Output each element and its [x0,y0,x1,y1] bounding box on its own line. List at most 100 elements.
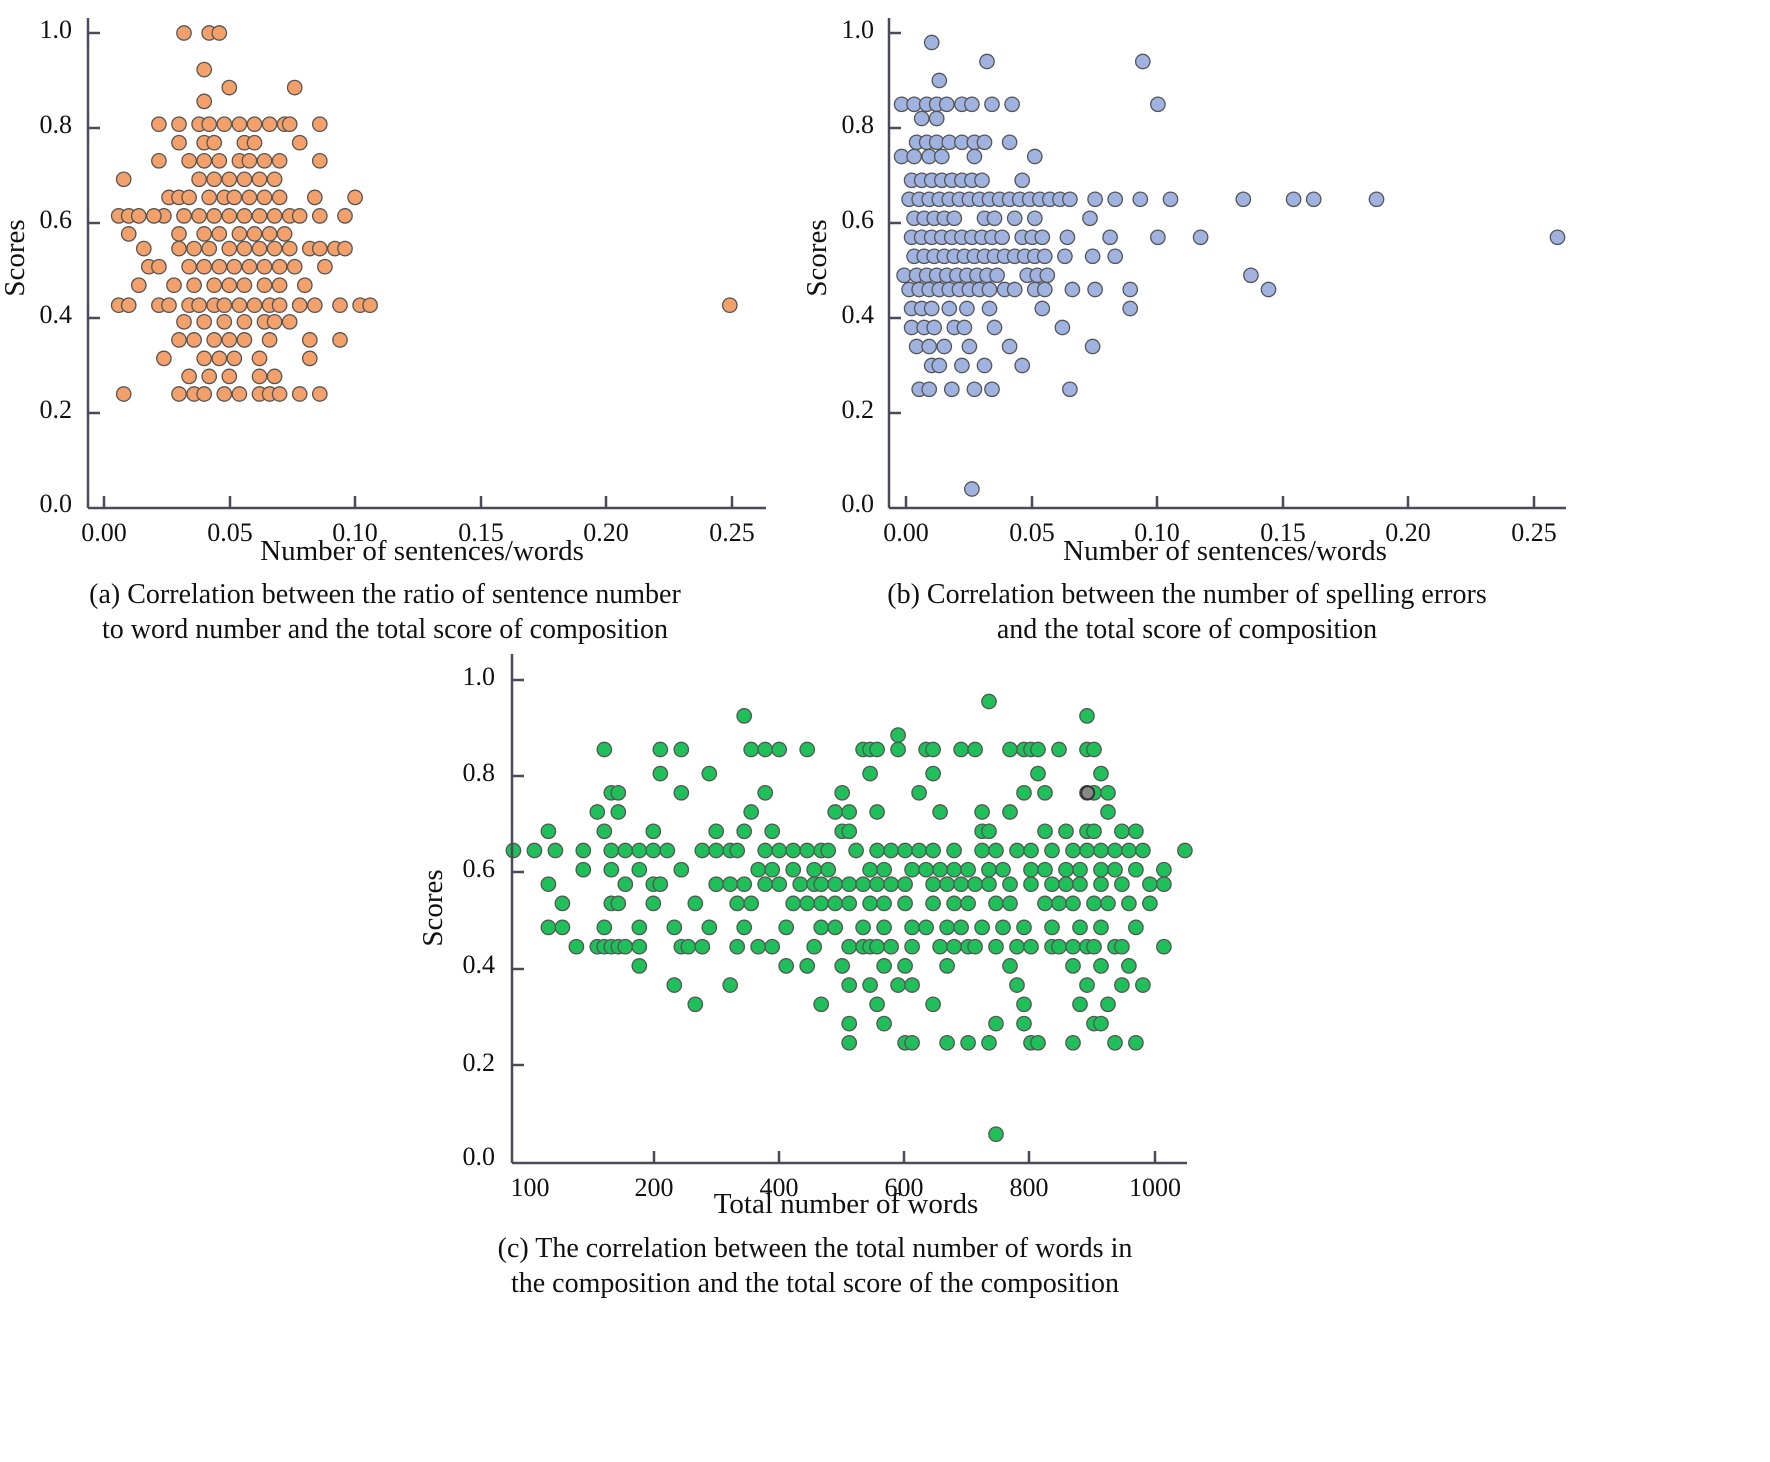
panel-a-x-axis-title: Number of sentences/words [260,535,584,567]
scatter-point [995,919,1011,936]
scatter-point [206,134,223,151]
scatter-point [736,708,753,724]
scatter-point [757,784,774,801]
scatter-point [960,1034,976,1051]
scatter-point [897,876,913,893]
panel-b-x-tick-label: 0.05 [1009,518,1055,547]
scatter-point [988,938,1004,955]
scatter-point [1122,300,1139,317]
scatter-point [913,110,930,127]
scatter-point [266,313,283,330]
scatter-point [946,938,962,955]
scatter-point [904,977,920,993]
scatter-point [1142,895,1158,912]
panel-a-y-tick-label: 0.6 [40,205,73,234]
scatter-point [708,842,725,859]
scatter-point [1243,267,1259,284]
scatter-point [236,277,253,294]
scatter-point [862,861,878,878]
scatter-point [211,25,228,41]
scatter-point [631,919,648,936]
scatter-point [750,861,767,878]
scatter-point [813,996,830,1013]
scatter-point [1009,842,1025,859]
scatter-point [251,350,268,367]
scatter-point [785,861,802,878]
scatter-point [743,895,760,912]
scatter-point [1016,1015,1032,1032]
scatter-point [764,861,781,878]
scatter-point [1305,191,1322,208]
scatter-point [883,938,899,955]
scatter-point [1072,996,1088,1013]
scatter-point [1368,191,1385,208]
scatter-point [1023,876,1039,893]
scatter-point [1086,938,1102,955]
scatter-point [1072,919,1088,936]
scatter-point [291,386,308,402]
scatter-point [317,258,333,275]
scatter-point [146,208,162,224]
scatter-point [1114,876,1130,893]
scatter-point [946,210,963,227]
panel-a-x-tick-label: 0.10 [332,518,378,547]
scatter-point [120,297,137,314]
scatter-point [820,861,837,878]
panel-a-points [110,25,738,402]
panel-b-x-tick-label: 0.25 [1511,518,1557,547]
scatter-point [897,895,913,912]
panel-a-x-tick-label: 0.25 [709,518,755,547]
scatter-point [156,350,172,367]
scatter-point [221,277,238,294]
panel-c-y-tick-label: 0.6 [463,854,496,883]
panel-c-points [505,693,1193,1143]
scatter-point [201,116,218,133]
scatter-point [311,152,328,169]
scatter-point [757,876,774,893]
scatter-point [596,919,613,936]
scatter-point [923,34,940,51]
panel-a-y-tick-label: 0.0 [40,489,73,518]
scatter-point [1036,248,1053,265]
panel-b-y-axis-title: Scores [801,219,833,296]
scatter-point [722,977,739,993]
scatter-point [708,823,725,840]
scatter-point [989,267,1005,284]
scatter-point [135,240,152,257]
scatter-point [974,919,990,936]
scatter-point [869,741,885,758]
scatter-point [1128,919,1144,936]
scatter-point [1036,281,1053,298]
scatter-point [869,804,885,820]
scatter-point [1135,842,1151,859]
scatter-point [603,842,620,859]
scatter-point [974,842,990,859]
scatter-point [568,938,585,955]
scatter-point [1034,300,1051,317]
scatter-point [347,189,363,206]
scatter-point [1006,281,1023,298]
scatter-point [1001,134,1018,151]
scatter-point [196,258,213,275]
scatter-point [876,861,892,878]
scatter-point [911,784,927,801]
scatter-point [1009,977,1025,993]
scatter-point [1006,210,1023,227]
scatter-point [631,842,648,859]
scatter-point [151,258,167,275]
scatter-point [974,804,990,820]
scatter-point [271,277,288,294]
scatter-point [1086,895,1102,912]
scatter-point [876,919,892,936]
panel-a-y-tick-label: 1.0 [40,15,73,44]
scatter-point [617,842,634,859]
panel-c-x-tick-label: 1000 [1129,1173,1181,1202]
scatter-point [236,313,253,330]
scatter-point [246,116,263,133]
scatter-point [206,171,223,188]
scatter-point [1082,210,1098,227]
scatter-point [841,938,858,955]
panel-b-y-tick-label: 1.0 [842,15,875,44]
scatter-point [933,148,950,165]
scatter-point [1128,861,1144,878]
